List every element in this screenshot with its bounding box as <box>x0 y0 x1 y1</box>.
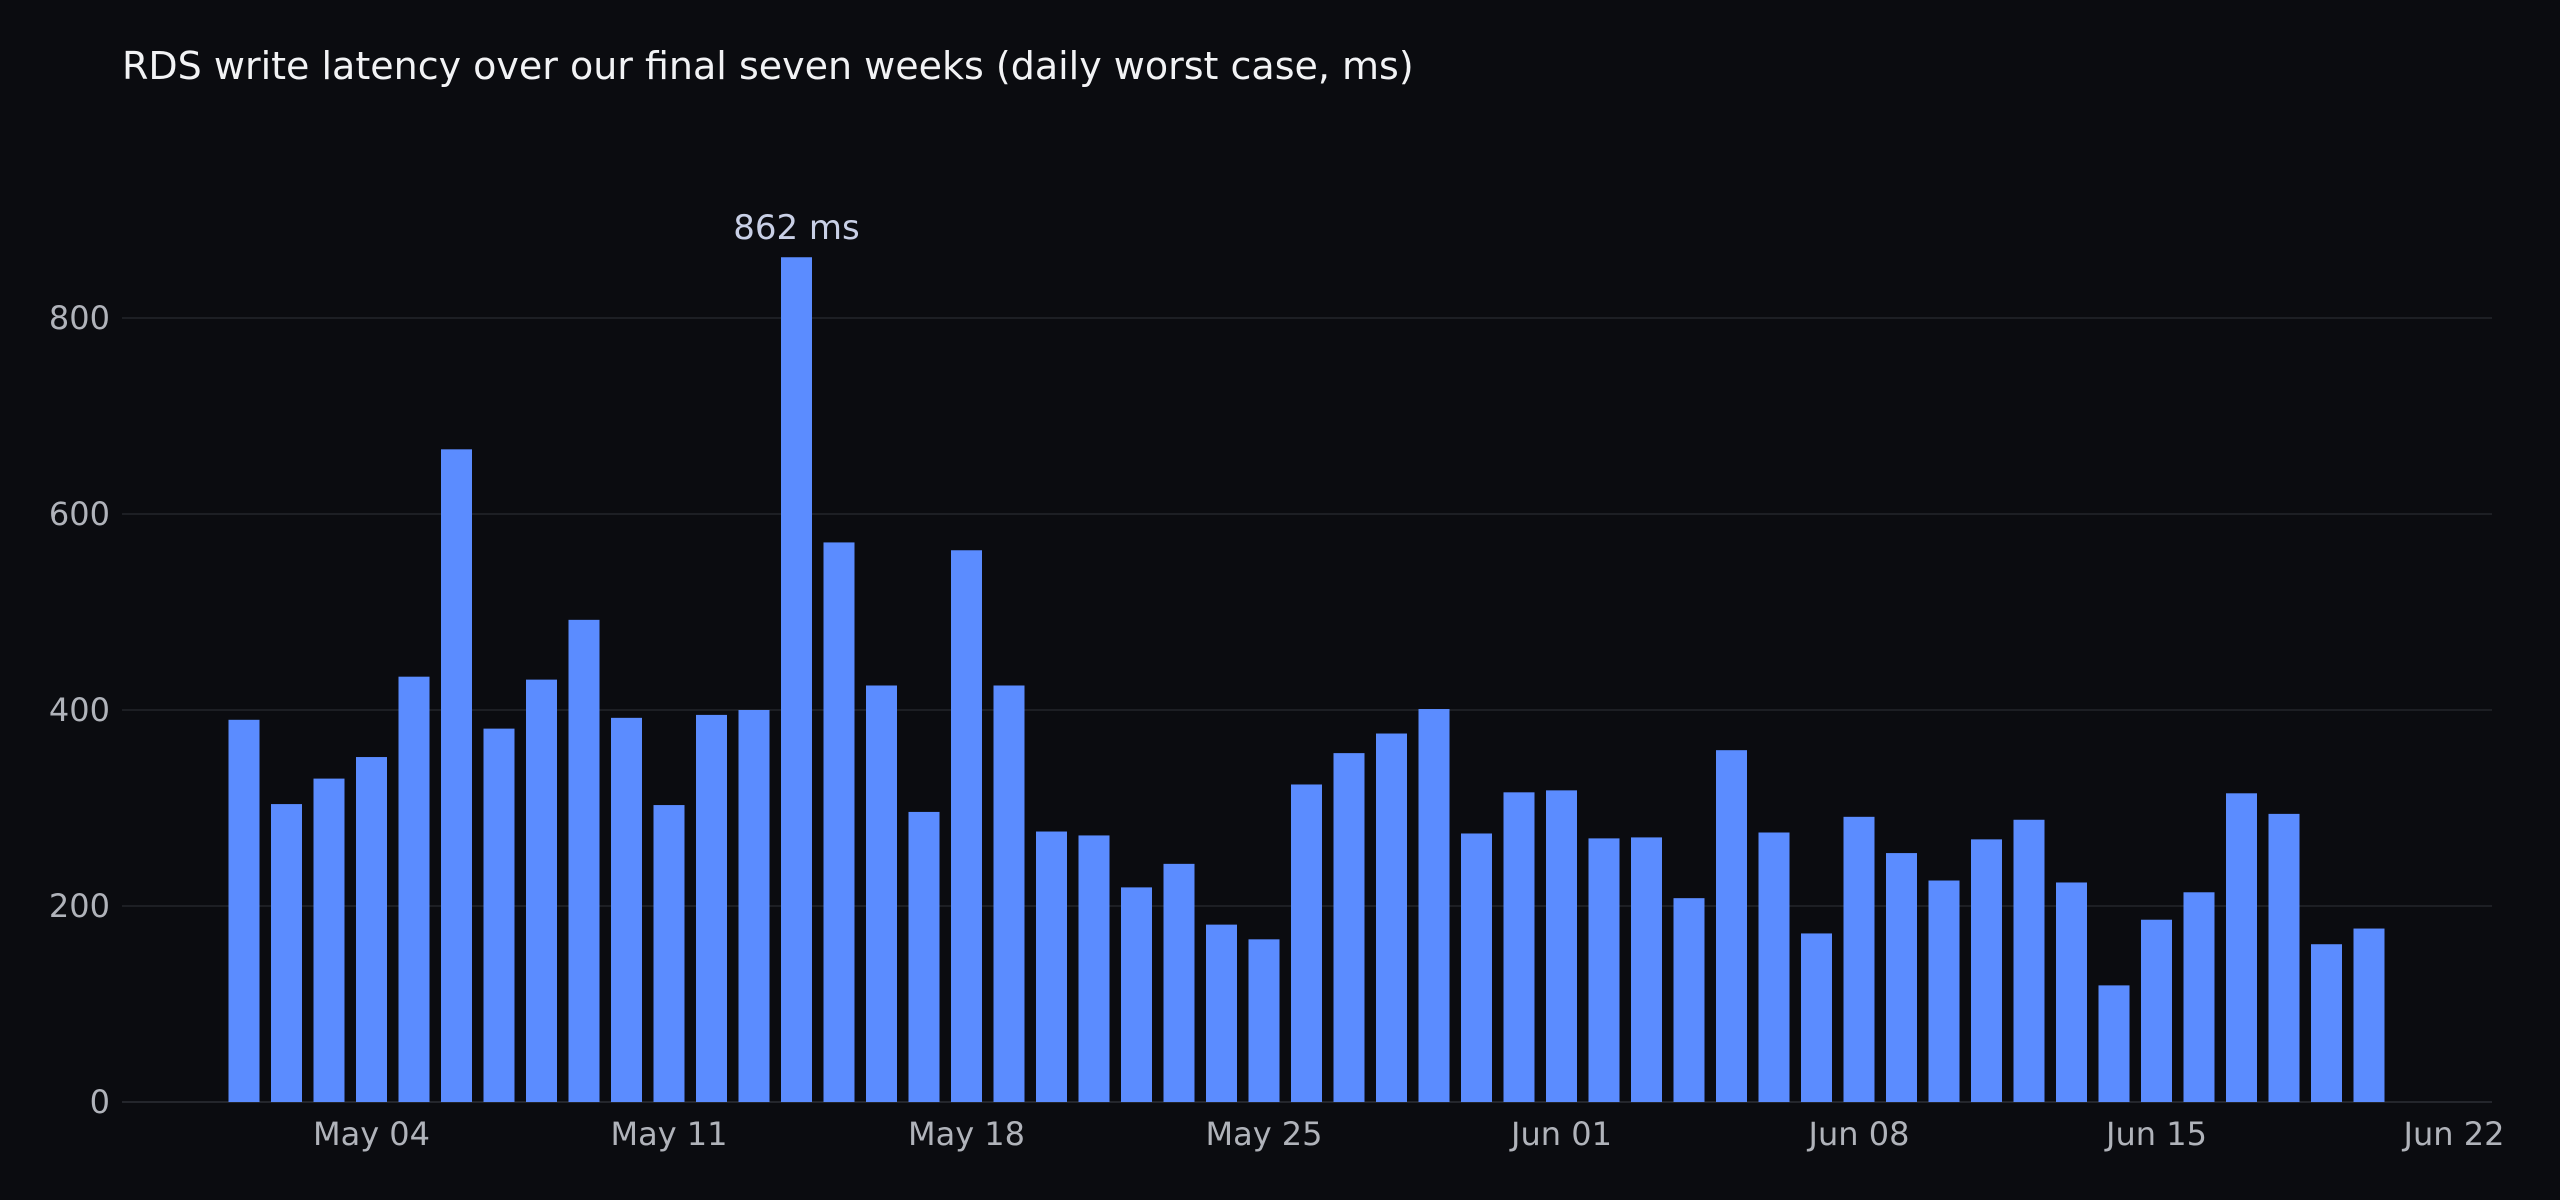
bar-may-06 <box>441 449 472 1102</box>
bar-jun-14 <box>2098 985 2130 1102</box>
bar-jun-02 <box>1588 838 1620 1102</box>
bar-jun-13 <box>2056 882 2087 1102</box>
bar-jun-08 <box>1843 816 1875 1102</box>
bar-may-01 <box>228 719 260 1102</box>
bar-jun-01 <box>1546 790 1577 1102</box>
bar-may-24 <box>1206 924 1237 1102</box>
x-tick-label: Jun 08 <box>1807 1115 1910 1153</box>
x-tick-label: Jun 15 <box>2104 1115 2207 1153</box>
bar-may-14 <box>781 257 812 1102</box>
y-axis-ticks: 0 200 400 600 800 <box>49 299 110 1121</box>
bar-may-30 <box>1461 833 1492 1102</box>
bar-may-05 <box>398 676 430 1102</box>
x-tick-label: May 04 <box>313 1115 430 1153</box>
bar-may-21 <box>1078 835 1110 1102</box>
bar-may-16 <box>866 685 897 1102</box>
bar-may-12 <box>696 714 727 1102</box>
x-tick-label: May 18 <box>908 1115 1025 1153</box>
bar-may-20 <box>1036 831 1067 1102</box>
bar-may-17 <box>908 811 940 1102</box>
x-tick-label: May 25 <box>1205 1115 1322 1153</box>
x-tick-label: Jun 01 <box>1509 1115 1612 1153</box>
bar-jun-06 <box>1758 832 1790 1102</box>
bar-jun-11 <box>1971 839 2002 1102</box>
bar-may-10 <box>611 717 642 1102</box>
bar-jun-07 <box>1801 933 1832 1102</box>
x-tick-label: Jun 22 <box>2402 1115 2505 1153</box>
bar-may-07 <box>483 728 515 1102</box>
bar-may-15 <box>823 542 855 1102</box>
bar-may-03 <box>313 778 345 1102</box>
bar-jun-17 <box>2226 793 2257 1102</box>
bar-may-13 <box>738 710 770 1102</box>
bar-may-26 <box>1291 784 1322 1102</box>
annotations: 862 ms <box>733 208 860 248</box>
bar-may-28 <box>1376 733 1407 1102</box>
chart-title: RDS write latency over our final seven w… <box>122 44 1414 88</box>
bar-may-19 <box>993 685 1025 1102</box>
y-tick-label: 400 <box>49 691 110 729</box>
bar-jun-10 <box>1928 880 1960 1102</box>
x-axis-ticks: May 04 May 11 May 18 May 25 Jun 01 Jun 08 Jun … <box>313 1115 2504 1153</box>
peak-annotation-label: 862 ms <box>733 208 860 248</box>
bar-may-04 <box>356 757 387 1102</box>
bar-may-22 <box>1121 887 1152 1102</box>
bar-may-25 <box>1248 939 1280 1102</box>
bar-may-02 <box>271 804 302 1102</box>
bar-jun-20 <box>2353 928 2385 1102</box>
y-tick-label: 600 <box>49 495 110 533</box>
bar-may-27 <box>1333 753 1365 1102</box>
bar-jun-16 <box>2183 892 2215 1102</box>
bar-may-29 <box>1418 709 1450 1102</box>
bar-jun-18 <box>2268 813 2300 1102</box>
bar-jun-03 <box>1631 837 1662 1102</box>
bars <box>228 257 2385 1102</box>
y-tick-label: 800 <box>49 299 110 337</box>
y-tick-label: 0 <box>90 1083 110 1121</box>
bar-may-31 <box>1503 792 1535 1102</box>
bar-jun-09 <box>1886 853 1917 1102</box>
bar-may-08 <box>526 679 557 1102</box>
y-tick-label: 200 <box>49 887 110 925</box>
bar-jun-05 <box>1716 750 1747 1102</box>
bar-may-23 <box>1163 863 1195 1102</box>
bar-may-18 <box>951 550 982 1102</box>
bar-jun-12 <box>2013 819 2045 1102</box>
bar-jun-15 <box>2141 919 2172 1102</box>
bar-may-11 <box>653 805 685 1102</box>
bar-jun-19 <box>2311 944 2342 1102</box>
x-tick-label: May 11 <box>610 1115 727 1153</box>
bar-may-09 <box>568 619 600 1102</box>
bar-jun-04 <box>1673 898 1705 1102</box>
